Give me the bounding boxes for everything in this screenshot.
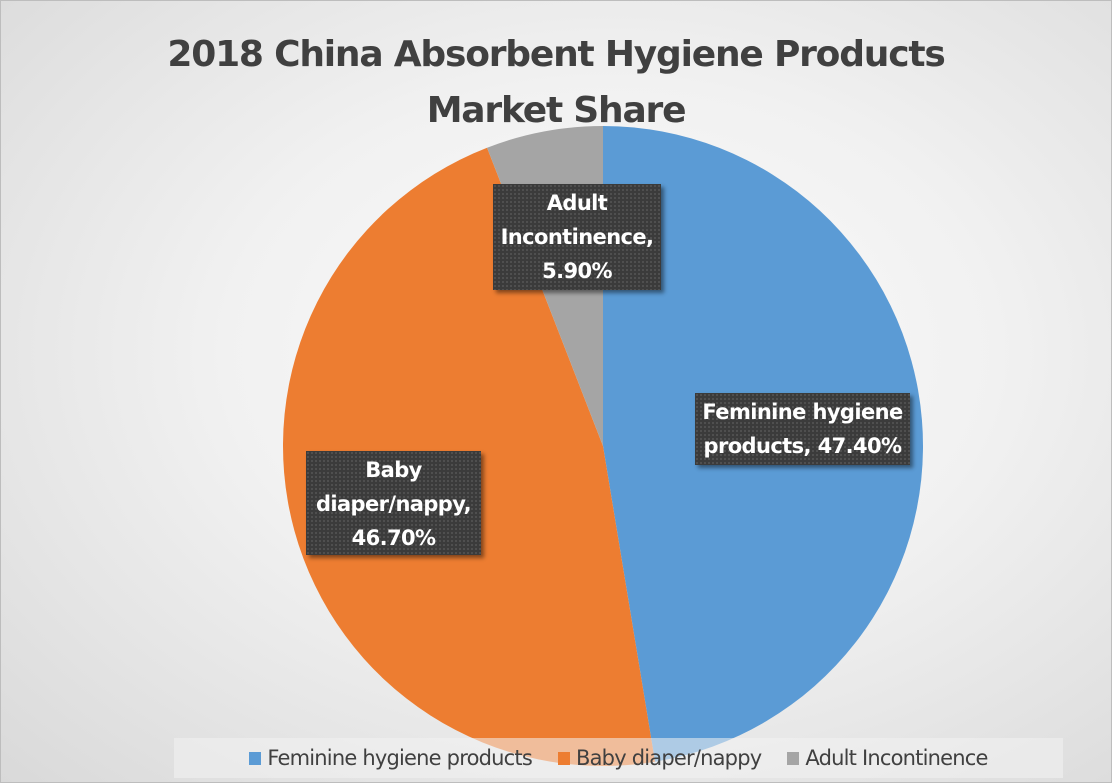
data-label-line: Adult xyxy=(546,191,608,215)
data-label-adult-incontinence: Adult Incontinence, 5.90% xyxy=(493,184,661,290)
chart-title-line-2: Market Share xyxy=(426,90,687,131)
chart-title: 2018 China Absorbent Hygiene Products Ma… xyxy=(1,27,1111,139)
data-label-line: 46.70% xyxy=(351,526,436,550)
legend-label: Baby diaper/nappy xyxy=(576,746,762,770)
chart-legend: Feminine hygiene products Baby diaper/na… xyxy=(174,738,1063,778)
legend-item-baby-diaper[interactable]: Baby diaper/nappy xyxy=(558,746,762,770)
legend-swatch-orange xyxy=(558,751,570,765)
data-label-feminine-hygiene: Feminine hygiene products, 47.40% xyxy=(695,393,910,465)
chart-title-line-1: 2018 China Absorbent Hygiene Products xyxy=(167,34,945,75)
data-label-baby-diaper: Baby diaper/nappy, 46.70% xyxy=(306,451,481,555)
data-label-line: Feminine hygiene xyxy=(702,400,903,424)
data-label-line: Incontinence, xyxy=(500,225,654,249)
legend-swatch-blue xyxy=(249,751,262,765)
legend-item-adult-incontinence[interactable]: Adult Incontinence xyxy=(787,746,988,770)
legend-label: Adult Incontinence xyxy=(805,746,988,770)
data-label-line: Baby xyxy=(365,458,422,482)
data-label-line: 5.90% xyxy=(542,259,612,283)
legend-item-feminine-hygiene[interactable]: Feminine hygiene products xyxy=(249,746,533,770)
legend-label: Feminine hygiene products xyxy=(267,746,532,770)
data-label-line: products, 47.40% xyxy=(703,434,903,458)
data-label-line: diaper/nappy, xyxy=(315,492,472,516)
legend-swatch-gray xyxy=(787,751,800,765)
